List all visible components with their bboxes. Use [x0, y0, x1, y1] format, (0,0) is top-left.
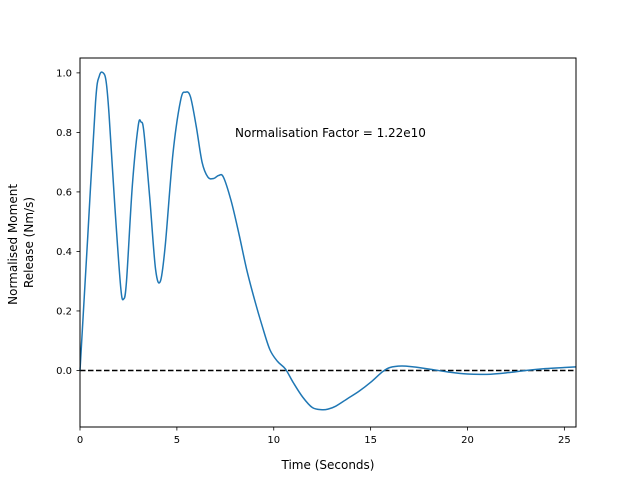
x-axis-label: Time (Seconds) — [281, 458, 375, 472]
plot-frame — [79, 57, 577, 428]
x-tick-label: 0 — [77, 435, 83, 446]
y-tick-label: 0.8 — [56, 128, 72, 139]
y-tick-label: 0.0 — [56, 366, 72, 377]
y-axis-ticks: 0.0 0.2 0.4 0.6 0.8 1.0 — [56, 68, 80, 377]
y-axis-label-line-1: Normalised Moment — [6, 184, 20, 305]
y-tick-label: 1.0 — [56, 68, 72, 79]
x-tick-label: 10 — [267, 435, 280, 446]
plot-background — [80, 58, 576, 427]
y-axis-label: Normalised Moment Release (Nm/s) — [6, 180, 36, 305]
x-tick-label: 5 — [174, 435, 180, 446]
y-tick-label: 0.6 — [56, 188, 72, 199]
y-axis-label-line-2: Release (Nm/s) — [22, 197, 36, 288]
annotation-text: Normalisation Factor = 1.22e10 — [235, 126, 426, 140]
y-tick-label: 0.4 — [56, 247, 72, 258]
x-tick-label: 20 — [461, 435, 474, 446]
x-tick-label: 15 — [364, 435, 377, 446]
series-layer — [79, 71, 577, 411]
series-line-0 — [79, 71, 577, 411]
x-axis-ticks: 0 5 10 15 20 25 — [77, 427, 571, 446]
y-tick-label: 0.2 — [56, 307, 72, 318]
x-tick-label: 25 — [558, 435, 571, 446]
